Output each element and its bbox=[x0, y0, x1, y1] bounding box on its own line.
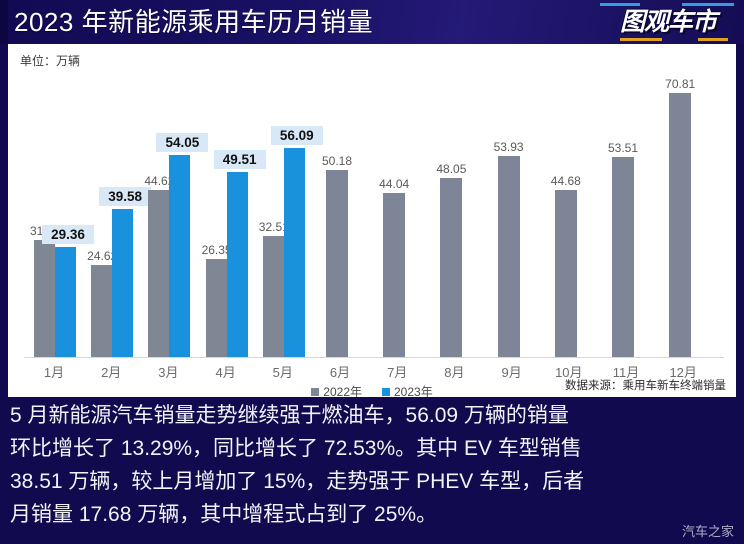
bar-value-label-2022: 24.62 bbox=[87, 249, 118, 263]
legend-label: 2023年 bbox=[394, 385, 433, 400]
bar-value-label-2022: 32.51 bbox=[258, 220, 289, 234]
bar-2022 bbox=[612, 157, 634, 357]
bar-value-label-2022: 48.05 bbox=[436, 162, 467, 176]
bar-value-label-2022: 53.93 bbox=[493, 140, 524, 154]
legend-swatch-icon bbox=[382, 387, 390, 396]
bar-value-label-2023: 29.36 bbox=[42, 225, 94, 244]
bar-2022 bbox=[554, 190, 577, 357]
x-tick-label: 5月 bbox=[272, 365, 293, 380]
x-tick-label: 8月 bbox=[444, 365, 465, 380]
x-tick-label: 10月 bbox=[555, 365, 583, 380]
legend-item[interactable]: 2023年 bbox=[382, 383, 433, 400]
legend-item[interactable]: 2022年 bbox=[311, 383, 362, 400]
bar-value-label-2022: 50.18 bbox=[321, 154, 353, 168]
bar-2022 bbox=[383, 193, 406, 357]
bar-2022 bbox=[148, 190, 170, 357]
bar-2023 bbox=[169, 155, 191, 357]
chart-panel: 单位：万辆 31.2829.3624.6239.5844.6254.0526.3… bbox=[8, 44, 736, 399]
x-tick-label: 4月 bbox=[215, 365, 236, 380]
bar-chart-plot: 31.2829.3624.6239.5844.6254.0526.3549.51… bbox=[18, 68, 726, 358]
footer-text-line: 5 月新能源汽车销量走势继续强于燃油车，56.09 万辆的销量 bbox=[10, 404, 569, 427]
logo-accent-bar bbox=[620, 38, 662, 41]
x-tick-label: 2月 bbox=[101, 365, 122, 380]
bar-2023 bbox=[283, 148, 305, 357]
bar-2022 bbox=[326, 170, 348, 357]
footer-text-line: 环比增长了 13.29%，同比增长了 72.53%。其中 EV 车型销售 bbox=[10, 437, 582, 460]
footer-text-line: 38.51 万辆，较上月增加了 15%，走势强于 PHEV 车型，后者 bbox=[10, 470, 585, 493]
bar-value-label-2023: 56.09 bbox=[270, 126, 323, 145]
bar-2022 bbox=[205, 259, 227, 357]
bar-2023 bbox=[226, 172, 248, 357]
bar-value-label-2022: 53.51 bbox=[607, 141, 639, 155]
data-source-note: 数据来源：乘用车新车终端销量 bbox=[565, 380, 726, 392]
x-tick-label: 1月 bbox=[43, 365, 65, 380]
bar-2023 bbox=[112, 209, 134, 357]
bar-2022 bbox=[34, 240, 55, 357]
bar-2022 bbox=[669, 93, 692, 357]
watermark: 汽车之家 bbox=[681, 524, 734, 539]
x-axis-labels: 1月 2月 3月 4月 5月 6月 7月 8月 9月 10月 11月 12月 bbox=[18, 362, 726, 382]
logo-text: 图观车市 bbox=[598, 5, 738, 39]
chart-legend: 2022年 2023年 bbox=[8, 383, 736, 399]
bar-value-label-2022: 44.04 bbox=[379, 177, 410, 191]
page-title: 2023 年新能源乘用车历月销量 bbox=[14, 7, 374, 37]
bar-2023 bbox=[55, 247, 76, 357]
logo-accent-bar bbox=[682, 3, 734, 6]
legend-swatch-icon bbox=[311, 387, 320, 396]
footer-commentary: 5 月新能源汽车销量走势继续强于燃油车，56.09 万辆的销量 环比增长了 13… bbox=[0, 397, 744, 544]
logo-accent-bar bbox=[698, 38, 728, 41]
x-tick-label: 12月 bbox=[669, 365, 697, 380]
bar-2022 bbox=[262, 236, 284, 357]
x-tick-label: 3月 bbox=[158, 365, 179, 380]
x-tick-label: 9月 bbox=[501, 365, 522, 380]
logo-accent-bar bbox=[600, 3, 640, 6]
bar-2022 bbox=[497, 156, 520, 357]
footer-text-line: 月销量 17.68 万辆，其中增程式占到了 25%。 bbox=[10, 503, 438, 526]
bar-2022 bbox=[91, 265, 113, 357]
bar-value-label-2022: 70.81 bbox=[665, 77, 696, 91]
x-tick-label: 11月 bbox=[612, 365, 640, 380]
header-bar: 2023 年新能源乘用车历月销量 图观车市 bbox=[0, 0, 744, 44]
bar-value-label-2022: 44.68 bbox=[550, 174, 581, 188]
bar-value-label-2022: 26.35 bbox=[201, 243, 232, 257]
bar-value-label-2022: 44.62 bbox=[144, 174, 175, 188]
axis-baseline bbox=[24, 357, 724, 358]
unit-label: 单位：万辆 bbox=[20, 54, 81, 68]
legend-label: 2022年 bbox=[323, 385, 362, 400]
bar-value-label-2023: 49.51 bbox=[213, 150, 266, 169]
brand-logo: 图观车市 bbox=[598, 3, 738, 41]
bar-value-label-2023: 39.58 bbox=[99, 187, 152, 206]
bar-2022 bbox=[440, 178, 463, 357]
bar-value-label-2023: 54.05 bbox=[156, 133, 209, 152]
x-tick-label: 7月 bbox=[387, 365, 408, 380]
x-tick-label: 6月 bbox=[329, 365, 351, 380]
